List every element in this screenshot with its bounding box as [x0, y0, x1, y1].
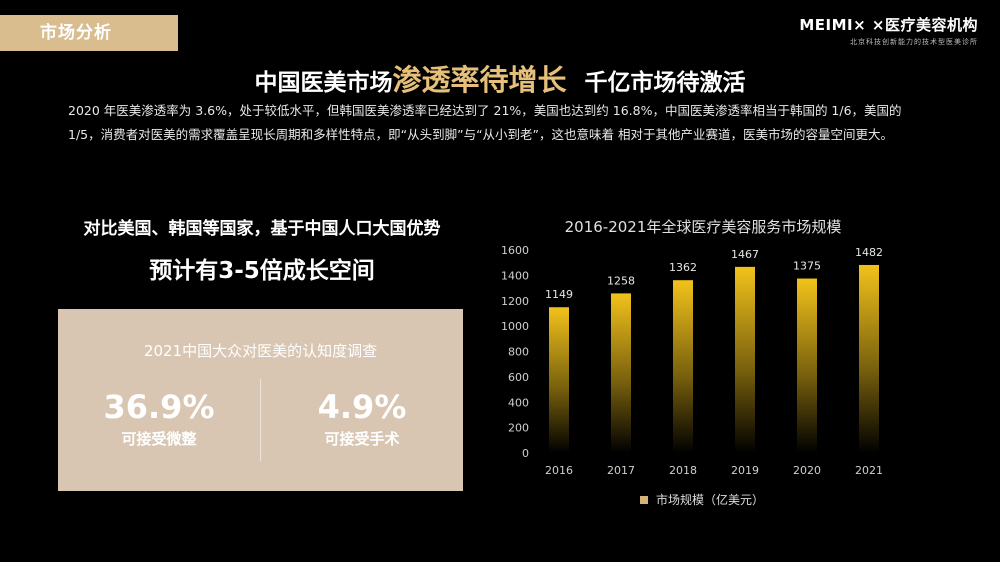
- x-tick-label-2019: 2019: [731, 464, 759, 477]
- survey-card: 2021中国大众对医美的认知度调查 36.9% 可接受微整 4.9% 可接受手术: [58, 309, 463, 491]
- x-tick-label-2016: 2016: [545, 464, 573, 477]
- x-tick-label-2021: 2021: [855, 464, 883, 477]
- chart-title: 2016-2021年全球医疗美容服务市场规模: [564, 218, 842, 236]
- data-label-2018: 1362: [669, 261, 697, 274]
- bar-2020: [797, 278, 817, 453]
- bar-2016: [549, 307, 569, 453]
- data-label-2021: 1482: [855, 246, 883, 259]
- brand-subtitle: 北京科技创新能力的技术型医美诊所: [850, 38, 978, 46]
- y-tick-label: 1400: [501, 269, 529, 282]
- stat-micro: 36.9% 可接受微整: [58, 387, 260, 449]
- stat-divider: [260, 379, 261, 461]
- stat-surgery: 4.9% 可接受手术: [261, 387, 463, 449]
- bar-2017: [611, 293, 631, 453]
- bar-chart: 0 200 400 600 800 1000 1200 1400 1600 1149 2016 125…: [501, 244, 883, 477]
- x-tick-label-2017: 2017: [607, 464, 635, 477]
- data-label-2016: 1149: [545, 288, 573, 301]
- x-tick-label-2020: 2020: [793, 464, 821, 477]
- legend-swatch: [640, 495, 648, 504]
- y-tick-label: 1000: [501, 320, 529, 333]
- chart-legend: 市场规模（亿美元）: [640, 491, 764, 508]
- brand-logo: MEIMI× ×医疗美容机构 北京科技创新能力的技术型医美诊所: [799, 14, 978, 47]
- data-label-2019: 1467: [731, 248, 759, 261]
- stat-surgery-value: 4.9%: [317, 388, 407, 426]
- data-label-2020: 1375: [793, 260, 821, 273]
- stat-micro-label: 可接受微整: [121, 430, 197, 448]
- y-tick-label: 800: [508, 346, 529, 359]
- headline-highlight: 渗透率待增长: [392, 63, 567, 97]
- page-headline: 中国医美市场渗透率待增长 千亿市场待激活: [0, 57, 1000, 99]
- bar-2018: [673, 280, 693, 453]
- y-tick-label: 200: [508, 422, 529, 435]
- bar-2021: [859, 264, 879, 453]
- y-tick-label: 0: [522, 447, 529, 460]
- y-tick-label: 400: [508, 396, 529, 409]
- bar-2019: [735, 266, 755, 453]
- claim-line-1: 对比美国、韩国等国家，基于中国人口大国优势: [83, 219, 441, 239]
- stat-micro-value: 36.9%: [103, 388, 215, 426]
- intro-paragraph: 2020 年医美渗透率为 3.6%，处于较低水平，但韩国医美渗透率已经达到了 2…: [68, 103, 902, 142]
- section-tag: 市场分析: [0, 15, 178, 51]
- brand-name: MEIMI× ×医疗美容机构: [799, 16, 978, 34]
- headline-part2: 千亿市场待激活: [584, 70, 746, 96]
- headline-part1: 中国医美市场: [254, 70, 393, 96]
- stat-surgery-label: 可接受手术: [324, 430, 400, 448]
- survey-title: 2021中国大众对医美的认知度调查: [143, 342, 378, 360]
- legend-label: 市场规模（亿美元）: [656, 493, 765, 507]
- claim-line-2: 预计有3-5倍成长空间: [149, 258, 375, 284]
- y-tick-label: 1200: [501, 295, 529, 308]
- y-tick-label: 600: [508, 371, 529, 384]
- y-tick-label: 1600: [501, 244, 529, 257]
- x-tick-label-2018: 2018: [669, 464, 697, 477]
- data-label-2017: 1258: [607, 274, 635, 287]
